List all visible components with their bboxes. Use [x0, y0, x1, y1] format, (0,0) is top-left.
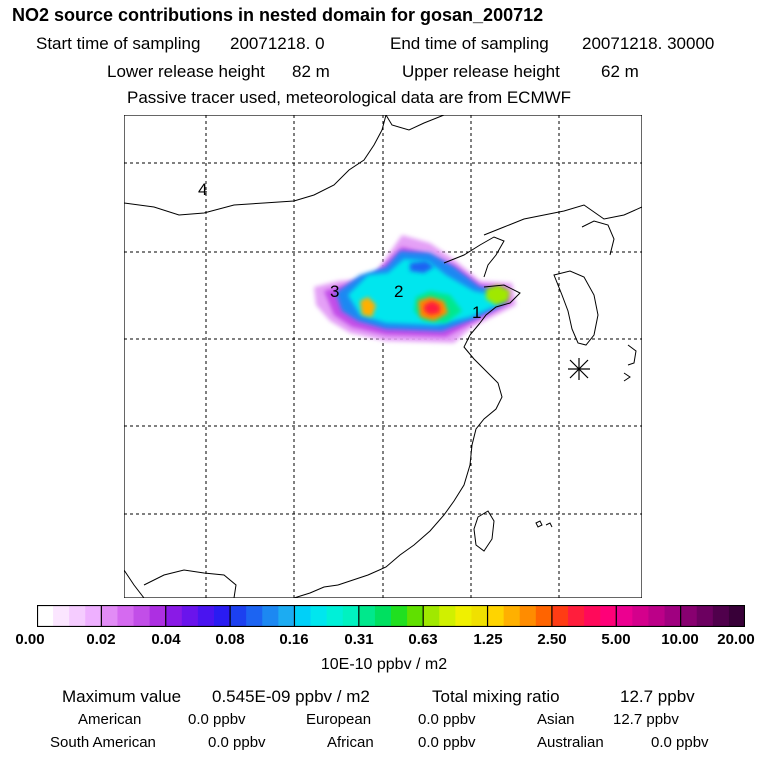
start-value: 20071218. 0 [230, 34, 325, 53]
colorbar-cell [230, 605, 247, 627]
colorbar-tick-8: 2.50 [537, 631, 567, 648]
lower-release-label: Lower release height [107, 62, 265, 81]
colorbar-tick-11: 20.00 [717, 631, 755, 648]
receptor-marker-icon [568, 358, 590, 380]
colorbar [37, 605, 745, 627]
colorbar-cell [181, 605, 199, 627]
region-label-3: 3 [330, 282, 339, 301]
colorbar-cell [519, 605, 537, 627]
colorbar-cell [503, 605, 521, 627]
region-value-asian: 12.7 ppbv [613, 711, 679, 728]
figure-title: NO2 source contributions in nested domai… [12, 5, 544, 25]
colorbar-cell [133, 605, 151, 627]
colorbar-cell [101, 605, 119, 627]
colorbar-tick-5: 0.31 [344, 631, 374, 648]
colorbar-cell [197, 605, 215, 627]
colorbar-cell [374, 605, 392, 627]
max-value-label: Maximum value [62, 687, 182, 706]
lower-release-value: 82 m [292, 62, 330, 81]
coastlines [124, 115, 642, 598]
colorbar-tick-2: 0.04 [151, 631, 181, 648]
colorbar-cell [616, 605, 633, 627]
region-value-australian: 0.0 ppbv [651, 734, 709, 751]
colorbar-cell [455, 605, 473, 627]
colorbar-cell [471, 605, 489, 627]
end-value: 20071218. 30000 [582, 34, 715, 53]
start-label: Start time of sampling [36, 34, 201, 53]
colorbar-cell [664, 605, 682, 627]
colorbar-cell [294, 605, 312, 627]
region-name-african: African [327, 734, 374, 751]
total-mixing-value: 12.7 ppbv [620, 687, 695, 706]
colorbar-cell [69, 605, 86, 627]
colorbar-cell [535, 605, 553, 627]
colorbar-cell [728, 605, 745, 627]
region-label-2: 2 [394, 282, 403, 301]
max-value: 0.545E-09 ppbv / m2 [212, 687, 370, 706]
colorbar-cell [423, 605, 440, 627]
method-note: Passive tracer used, meteorological data… [127, 88, 572, 107]
colorbar-cell [584, 605, 601, 627]
colorbar-cell [632, 605, 650, 627]
colorbar-tick-9: 5.00 [601, 631, 631, 648]
colorbar-cell [117, 605, 135, 627]
colorbar-tick-1: 0.02 [86, 631, 116, 648]
region-value-american: 0.0 ppbv [188, 711, 246, 728]
region-name-european: European [306, 711, 372, 728]
colorbar-tick-6: 0.63 [408, 631, 438, 648]
colorbar-cell [53, 605, 70, 627]
map-panel: 1 2 3 4 [124, 115, 642, 598]
colorbar-cell [326, 605, 344, 627]
colorbar-unit: 10E-10 ppbv / m2 [320, 656, 448, 673]
region-value-south-american: 0.0 ppbv [208, 734, 266, 751]
colorbar-cell [680, 605, 698, 627]
concentration-plume [314, 235, 516, 343]
colorbar-cell [568, 605, 585, 627]
colorbar-cell [149, 605, 167, 627]
colorbar-cell [712, 605, 730, 627]
colorbar-cell [342, 605, 360, 627]
region-name-south-american: South American [50, 734, 156, 751]
colorbar-cell [696, 605, 714, 627]
colorbar-tick-0: 0.00 [15, 631, 45, 648]
colorbar-cell [600, 605, 617, 627]
end-label: End time of sampling [390, 34, 549, 53]
colorbar-cell [37, 605, 54, 627]
colorbar-cell [358, 605, 376, 627]
colorbar-tick-3: 0.08 [215, 631, 245, 648]
colorbar-tick-10: 10.00 [661, 631, 699, 648]
region-value-european: 0.0 ppbv [418, 711, 476, 728]
colorbar-cell [165, 605, 183, 627]
region-name-australian: Australian [537, 734, 604, 751]
colorbar-cell [648, 605, 666, 627]
colorbar-cell [439, 605, 456, 627]
colorbar-cell [85, 605, 102, 627]
total-mixing-label: Total mixing ratio [432, 687, 560, 706]
colorbar-tick-7: 1.25 [473, 631, 503, 648]
colorbar-cell [278, 605, 296, 627]
colorbar-tick-4: 0.16 [279, 631, 309, 648]
region-label-1: 1 [472, 303, 481, 322]
region-name-american: American [78, 711, 142, 728]
colorbar-cell [551, 605, 569, 627]
colorbar-cell [214, 605, 231, 627]
colorbar-cell [310, 605, 328, 627]
colorbar-cell [262, 605, 279, 627]
region-name-asian: Asian [537, 711, 575, 728]
region-label-4: 4 [198, 180, 207, 199]
region-value-african: 0.0 ppbv [418, 734, 476, 751]
colorbar-cell [407, 605, 424, 627]
colorbar-cell [487, 605, 505, 627]
upper-release-label: Upper release height [402, 62, 560, 81]
colorbar-cell [246, 605, 263, 627]
upper-release-value: 62 m [601, 62, 639, 81]
colorbar-cell [391, 605, 408, 627]
